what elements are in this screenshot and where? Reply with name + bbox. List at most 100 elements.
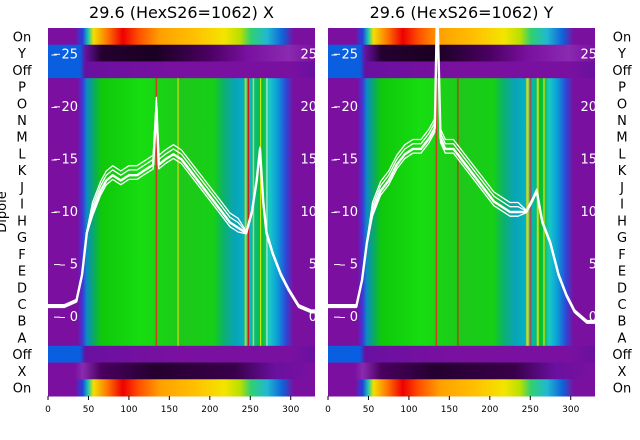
overlay-line	[328, 0, 595, 322]
category-label: H	[617, 214, 627, 229]
overlay-y-tick-label: 5	[589, 258, 597, 273]
panel-title: 29.6 (HexS26=1062) X	[89, 3, 274, 22]
category-label: B	[618, 315, 627, 330]
overlay-y-tick-label: – 25	[331, 47, 358, 62]
heatmap-row	[328, 178, 595, 196]
category-label: On	[13, 382, 31, 397]
heatmap-row	[328, 195, 595, 213]
heatmap-row	[328, 295, 595, 313]
category-label: O	[617, 97, 627, 112]
overlay-y-tick-label: – 25	[51, 47, 78, 62]
panel-title: 29.6 (HexS26=1062) Y	[370, 3, 554, 22]
x-tick-label: 300	[282, 405, 299, 415]
heatmap-panel-1: – 0 0– 5 5– 10 10– 15 15– 20 20– 25 250 50 100 15…	[12, 28, 317, 415]
category-label: G	[617, 231, 627, 246]
x-tick-label: 250	[242, 405, 259, 415]
heatmap-streak	[247, 78, 250, 346]
overlay-y-tick-label: 5	[309, 258, 317, 273]
category-label: O	[17, 97, 27, 112]
heatmap-streak	[259, 78, 262, 346]
category-label: H	[17, 214, 27, 229]
x-tick-label: 300	[562, 405, 579, 415]
category-label: X	[618, 365, 627, 380]
y-axis-title: Dipole	[0, 191, 10, 232]
category-label: J	[619, 181, 624, 196]
heatmap-streak	[543, 78, 545, 346]
category-label: C	[17, 298, 26, 313]
heatmap-row	[328, 312, 595, 330]
category-label: D	[17, 281, 27, 296]
overlay-y-tick-label: – 0	[339, 310, 358, 325]
overlay-y-tick-label: – 20	[51, 100, 78, 115]
heatmap-streak	[457, 78, 459, 346]
panel-titles: 29.6 (HexS26=1062) X 29.6 (HexS26=1062) Y	[89, 3, 554, 22]
heatmap-row	[328, 78, 595, 96]
category-label: E	[18, 265, 26, 280]
heatmap-row	[328, 345, 595, 364]
heatmap-row	[48, 61, 315, 79]
heatmap-row	[328, 61, 595, 79]
heatmap-row	[328, 44, 595, 62]
x-tick-label: 0	[325, 405, 331, 415]
category-label: M	[16, 131, 27, 146]
x-tick-label: 50	[363, 405, 375, 415]
overlay-y-tick-label: – 5	[339, 258, 358, 273]
overlay-y-tick-label: 25	[300, 47, 317, 62]
category-label: M	[616, 131, 627, 146]
category-label: On	[613, 382, 631, 397]
overlay-y-tick-label: – 15	[331, 152, 358, 167]
overlay-y-tick-label: – 5	[59, 258, 78, 273]
x-tick-label: 100	[400, 405, 417, 415]
category-label: K	[18, 164, 27, 179]
x-tick-label: 100	[120, 405, 137, 415]
category-label: L	[18, 147, 26, 162]
y-axis-label: Dipole	[0, 191, 10, 232]
x-tick-label: 250	[522, 405, 539, 415]
heatmap-streak	[266, 78, 268, 346]
category-label: A	[618, 331, 627, 346]
x-tick-label: 50	[83, 405, 95, 415]
heatmap-row	[328, 128, 595, 146]
heatmap-row	[328, 94, 595, 113]
overlay-y-tick-label: 25	[580, 47, 597, 62]
heatmap-streak	[252, 78, 255, 346]
category-label: A	[18, 331, 27, 346]
category-label: Y	[17, 47, 26, 62]
overlay-y-tick-label: 20	[580, 100, 597, 115]
category-label: K	[618, 164, 627, 179]
category-label: Off	[12, 348, 32, 363]
heatmap-row	[328, 28, 595, 46]
heatmap-streak	[155, 78, 158, 346]
category-label: P	[618, 81, 626, 96]
category-label: Off	[612, 64, 632, 79]
heatmap-row	[48, 178, 315, 196]
heatmap-row	[48, 111, 315, 129]
heatmap-row	[328, 362, 595, 380]
category-label: L	[618, 147, 626, 162]
category-label: N	[617, 114, 627, 129]
overlay-y-tick-label: 10	[300, 205, 317, 220]
heatmap-streak	[536, 78, 539, 346]
heatmap-streak	[530, 78, 532, 346]
category-label: B	[18, 315, 27, 330]
heatmap-row	[48, 295, 315, 313]
heatmap-row	[48, 44, 315, 62]
category-label: E	[618, 265, 626, 280]
overlay-y-tick-label: 0	[589, 310, 597, 325]
heatmap-row	[48, 195, 315, 213]
heatmap-row	[48, 379, 315, 397]
category-label: Off	[12, 64, 32, 79]
category-label: I	[20, 198, 24, 213]
heatmap-row	[48, 312, 315, 330]
overlay-y-tick-label: 15	[300, 152, 317, 167]
heatmap-row	[48, 278, 315, 297]
heatmap-row	[48, 78, 315, 96]
x-tick-label: 150	[441, 405, 458, 415]
overlay-y-tick-label: 15	[580, 152, 597, 167]
x-tick-label: 0	[45, 405, 51, 415]
heatmap-row	[48, 94, 315, 113]
heatmap-row	[328, 212, 595, 230]
heatmap-row	[48, 345, 315, 364]
category-label: I	[620, 198, 624, 213]
